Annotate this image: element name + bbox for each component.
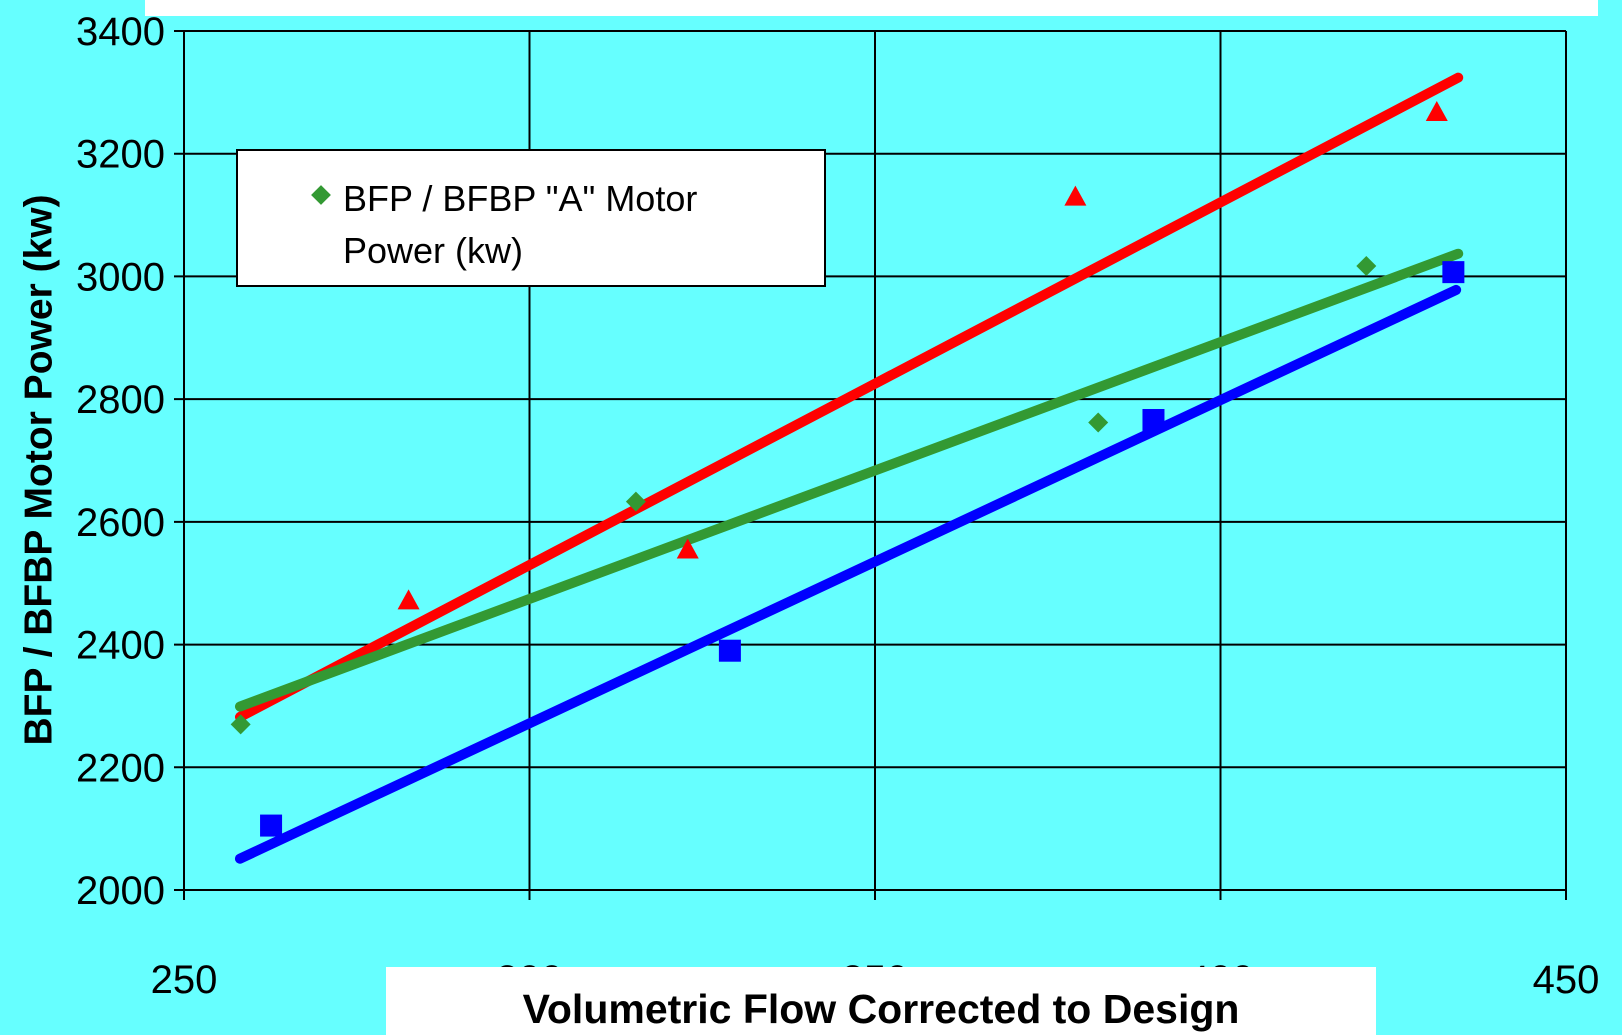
point <box>718 639 741 662</box>
title-area <box>145 0 1598 16</box>
x-tick-label: 450 <box>1533 958 1600 1002</box>
y-axis-title: BFP / BFBP Motor Power (kw) <box>17 194 60 745</box>
plot <box>230 72 1465 864</box>
x-axis-title: Volumetric Flow Corrected to Design <box>386 967 1376 1035</box>
y-tick-label: 3400 <box>76 10 165 54</box>
y-tick-label: 2600 <box>76 501 165 545</box>
point <box>1356 255 1377 276</box>
point <box>230 714 251 735</box>
trend-line <box>234 248 1464 712</box>
point <box>1064 185 1087 206</box>
y-tick-label: 2200 <box>76 746 165 790</box>
trend-line <box>234 284 1462 864</box>
y-tick-label: 2000 <box>76 869 165 913</box>
x-tick-label: 250 <box>151 958 218 1002</box>
point <box>1425 100 1448 121</box>
point <box>1088 412 1109 433</box>
trend-line <box>234 72 1464 722</box>
y-tick-label: 3000 <box>76 255 165 299</box>
y-tick-label: 2800 <box>76 378 165 422</box>
point <box>625 491 646 512</box>
point <box>1142 409 1165 432</box>
legend-symbol <box>311 185 331 205</box>
point <box>1442 261 1465 284</box>
tick-labels: 2000220024002600280030003200340025030035… <box>76 10 1599 1002</box>
y-tick-label: 3200 <box>76 133 165 177</box>
y-tick-label: 2400 <box>76 624 165 668</box>
point <box>260 814 283 837</box>
point <box>397 589 420 610</box>
point <box>676 538 699 559</box>
legend: BFP / BFBP "A" Motor Power (kw) <box>236 149 826 287</box>
legend-label: BFP / BFBP "A" Motor Power (kw) <box>343 178 698 271</box>
grid <box>174 30 1567 900</box>
